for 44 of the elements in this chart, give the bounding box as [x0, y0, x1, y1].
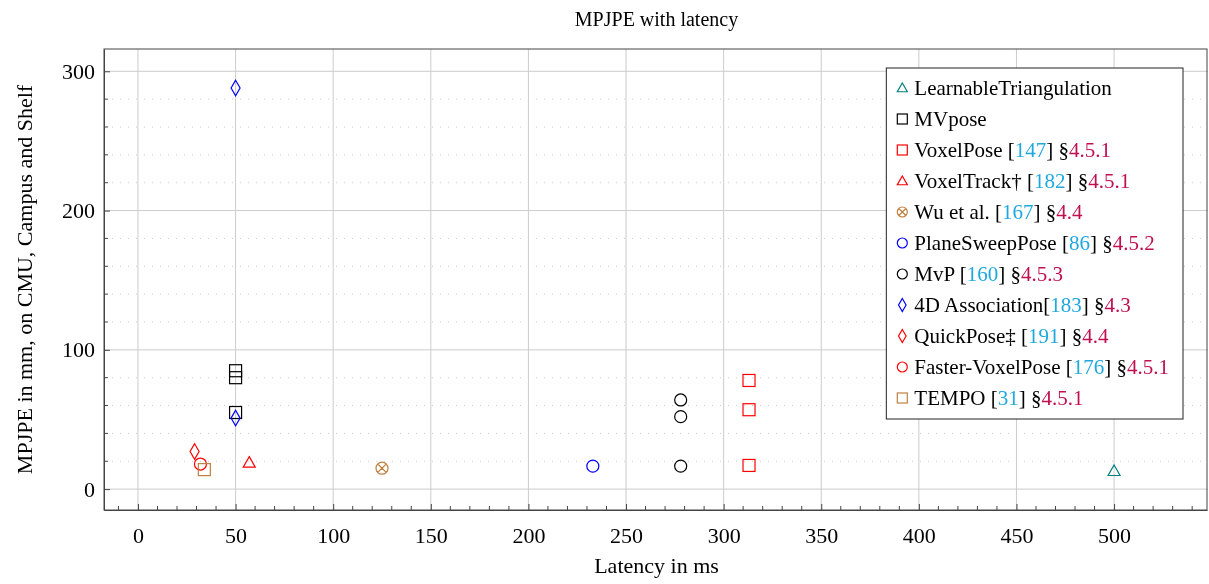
legend-label: QuickPose‡ [191] §4.4 [914, 324, 1110, 348]
x-tick-label: 450 [1000, 523, 1034, 549]
x-tick-label: 350 [805, 523, 839, 549]
x-tick-label: 300 [707, 523, 741, 549]
point [375, 461, 389, 475]
chart-title: MPJPE with latency [574, 8, 739, 31]
point [742, 373, 756, 388]
point [586, 459, 600, 473]
x-tick-label: 500 [1098, 523, 1132, 549]
legend-label: PlaneSweepPose [86] §4.5.2 [914, 231, 1155, 255]
point [228, 405, 243, 420]
x-tick-label: 400 [902, 523, 936, 549]
y-tick-label: 100 [62, 337, 95, 363]
legend-label: Faster-VoxelPose [176] §4.5.1 [914, 355, 1169, 379]
y-tick-label: 0 [84, 476, 95, 502]
x-tick-label: 200 [512, 523, 546, 549]
x-tick-label: 250 [610, 523, 644, 549]
point [674, 410, 688, 424]
x-tick-label: 150 [414, 523, 448, 549]
x-tick-label: 50 [225, 523, 248, 549]
point [674, 459, 688, 473]
x-tick-label: 0 [132, 523, 144, 549]
point [674, 393, 688, 407]
point [742, 403, 756, 417]
legend-label: LearnableTriangulation [914, 76, 1113, 100]
legend-label: MVpose [914, 107, 987, 131]
point [742, 458, 756, 473]
y-tick-label: 200 [62, 198, 95, 224]
point [193, 457, 208, 471]
legend-label: VoxelPose [147] §4.5.1 [914, 138, 1112, 162]
y-axis-title: MPJPE in mm, on CMU, Campus and Shelf [12, 84, 37, 475]
y-tick-label: 300 [62, 58, 95, 84]
point [228, 371, 243, 385]
point [197, 463, 211, 477]
legend-label: 4D Association[183] §4.3 [914, 293, 1131, 317]
legend-label: Wu et al. [167] §4.4 [914, 200, 1084, 224]
legend-label: TEMPO [31] §4.5.1 [914, 386, 1084, 410]
x-tick-label: 100 [317, 523, 351, 549]
legend-label: VoxelTrack† [182] §4.5.1 [914, 169, 1131, 193]
x-axis-title: Latency in ms [594, 553, 719, 578]
point [242, 456, 256, 468]
legend-label: MvP [160] §4.5.3 [914, 262, 1063, 286]
point [228, 364, 243, 378]
point [1107, 464, 1121, 477]
